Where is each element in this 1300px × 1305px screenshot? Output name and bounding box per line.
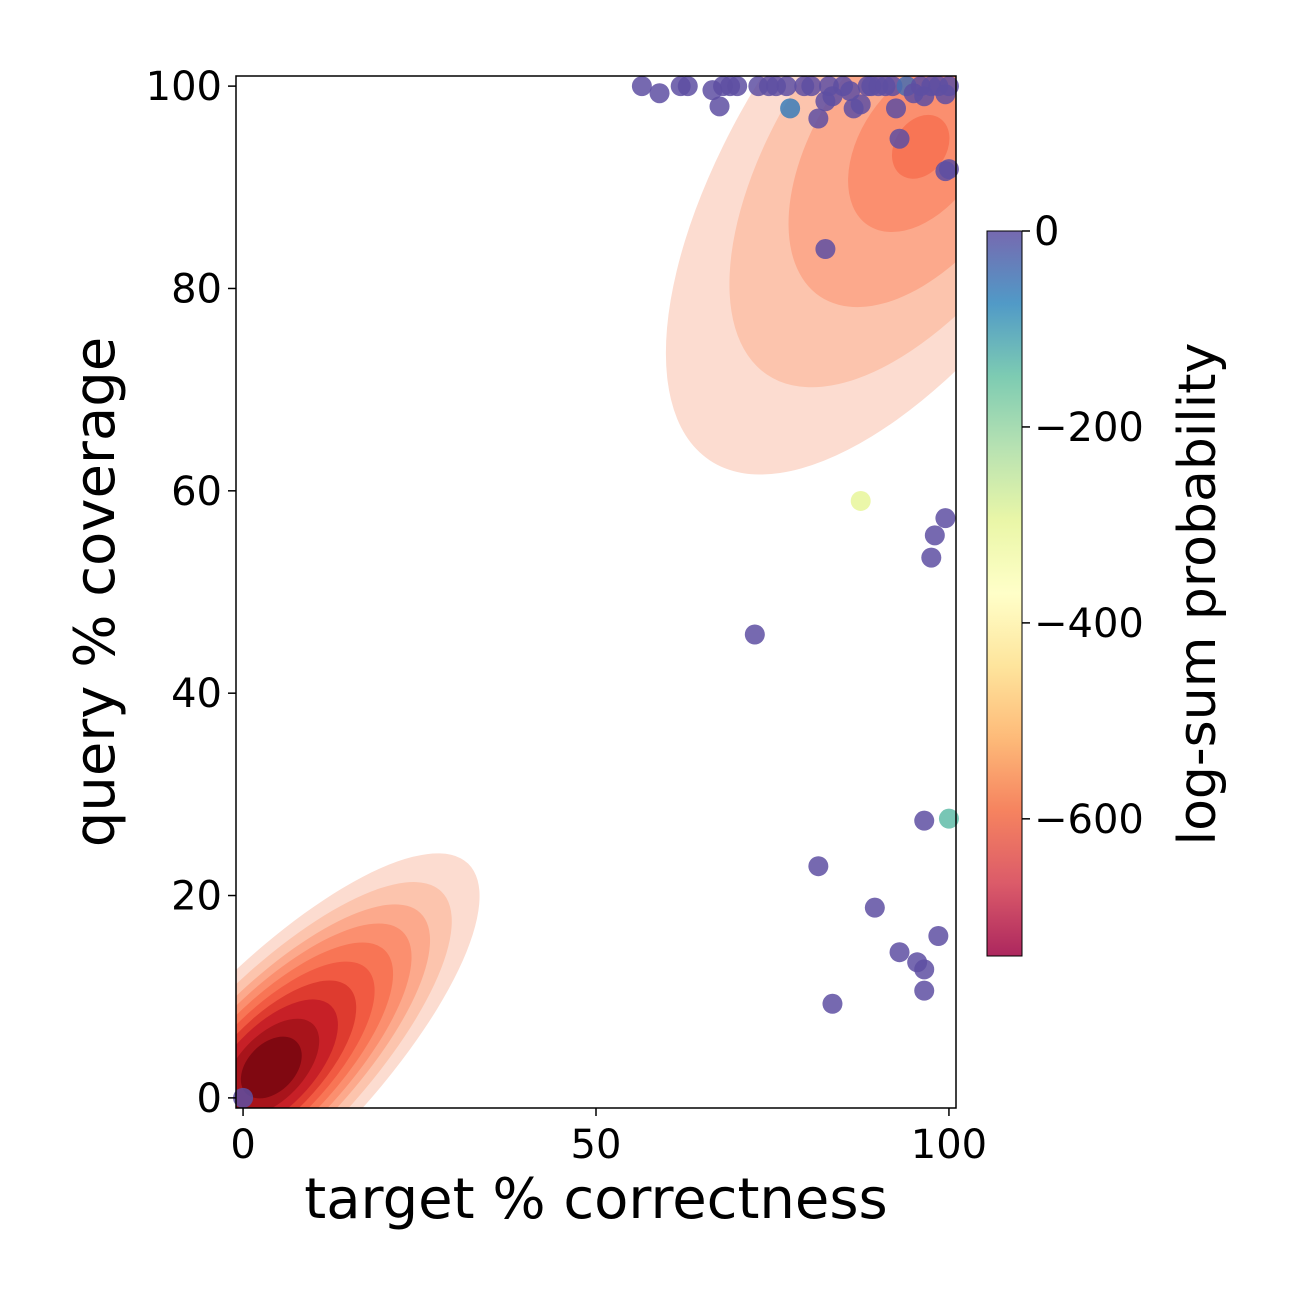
colorbar-tick-label: −200 [1034, 405, 1144, 451]
scatter-point [886, 98, 906, 119]
scatter-point [233, 1087, 254, 1108]
scatter-point [815, 239, 836, 260]
scatter-point [889, 128, 910, 149]
scatter-point [924, 525, 945, 546]
scatter-point [744, 624, 765, 645]
scatter-point [709, 96, 730, 117]
scatter-point [631, 76, 652, 97]
colorbar-tick-label: −400 [1034, 601, 1144, 647]
scatter-point [935, 508, 956, 529]
scatter-point [938, 808, 959, 829]
density-contours [236, 76, 956, 1108]
y-axis-title: query % coverage [63, 337, 128, 847]
y-tick-label: 20 [171, 874, 222, 920]
contour-low-region-level-9 [240, 1036, 302, 1099]
scatter-point [801, 76, 822, 97]
scatter-point [921, 547, 942, 568]
scatter-point [808, 856, 829, 877]
scatter-point [882, 76, 903, 97]
colorbar-tick-label: 0 [1034, 209, 1059, 255]
y-tick-label: 40 [171, 671, 222, 717]
scatter-point [914, 980, 935, 1001]
scatter-points [233, 76, 959, 1108]
scatter-point [850, 94, 871, 115]
x-axis-ticks: 0 50 100 [230, 1108, 987, 1168]
y-tick-label: 80 [171, 266, 222, 312]
scatter-point [914, 810, 935, 831]
scatter-point [850, 490, 871, 511]
scatter-point [780, 98, 801, 119]
y-tick-label: 0 [197, 1076, 222, 1122]
scatter-point [914, 959, 935, 980]
colorbar-tick-label: −600 [1034, 797, 1144, 843]
colorbar-title: log-sum probability [1168, 343, 1228, 846]
y-tick-label: 60 [171, 469, 222, 515]
x-tick-label: 50 [571, 1122, 622, 1168]
scatter-point [808, 108, 829, 129]
y-axis-ticks: 0 20 40 60 80 100 [146, 64, 236, 1122]
scatter-point [776, 76, 797, 97]
contour-high-region-level-4 [891, 114, 950, 179]
colorbar-ticks: 0 −200 −400 −600 [1022, 209, 1144, 843]
scatter-point [928, 926, 949, 946]
scatter-point [935, 161, 956, 182]
scatter-point [649, 83, 670, 104]
scatter-point [727, 76, 748, 97]
scatter-point [864, 897, 885, 918]
colorbar-gradient [986, 230, 1023, 957]
x-tick-label: 100 [911, 1122, 987, 1168]
scatter-point [677, 76, 698, 97]
colorbar: 0 −200 −400 −600 log-sum probability [986, 209, 1228, 957]
x-axis-title: target % correctness [304, 1167, 887, 1232]
scatter-point [822, 993, 843, 1014]
scatter-point [938, 76, 959, 97]
x-tick-label: 0 [230, 1122, 255, 1168]
y-tick-label: 100 [146, 64, 222, 110]
scatter-point [889, 942, 910, 963]
